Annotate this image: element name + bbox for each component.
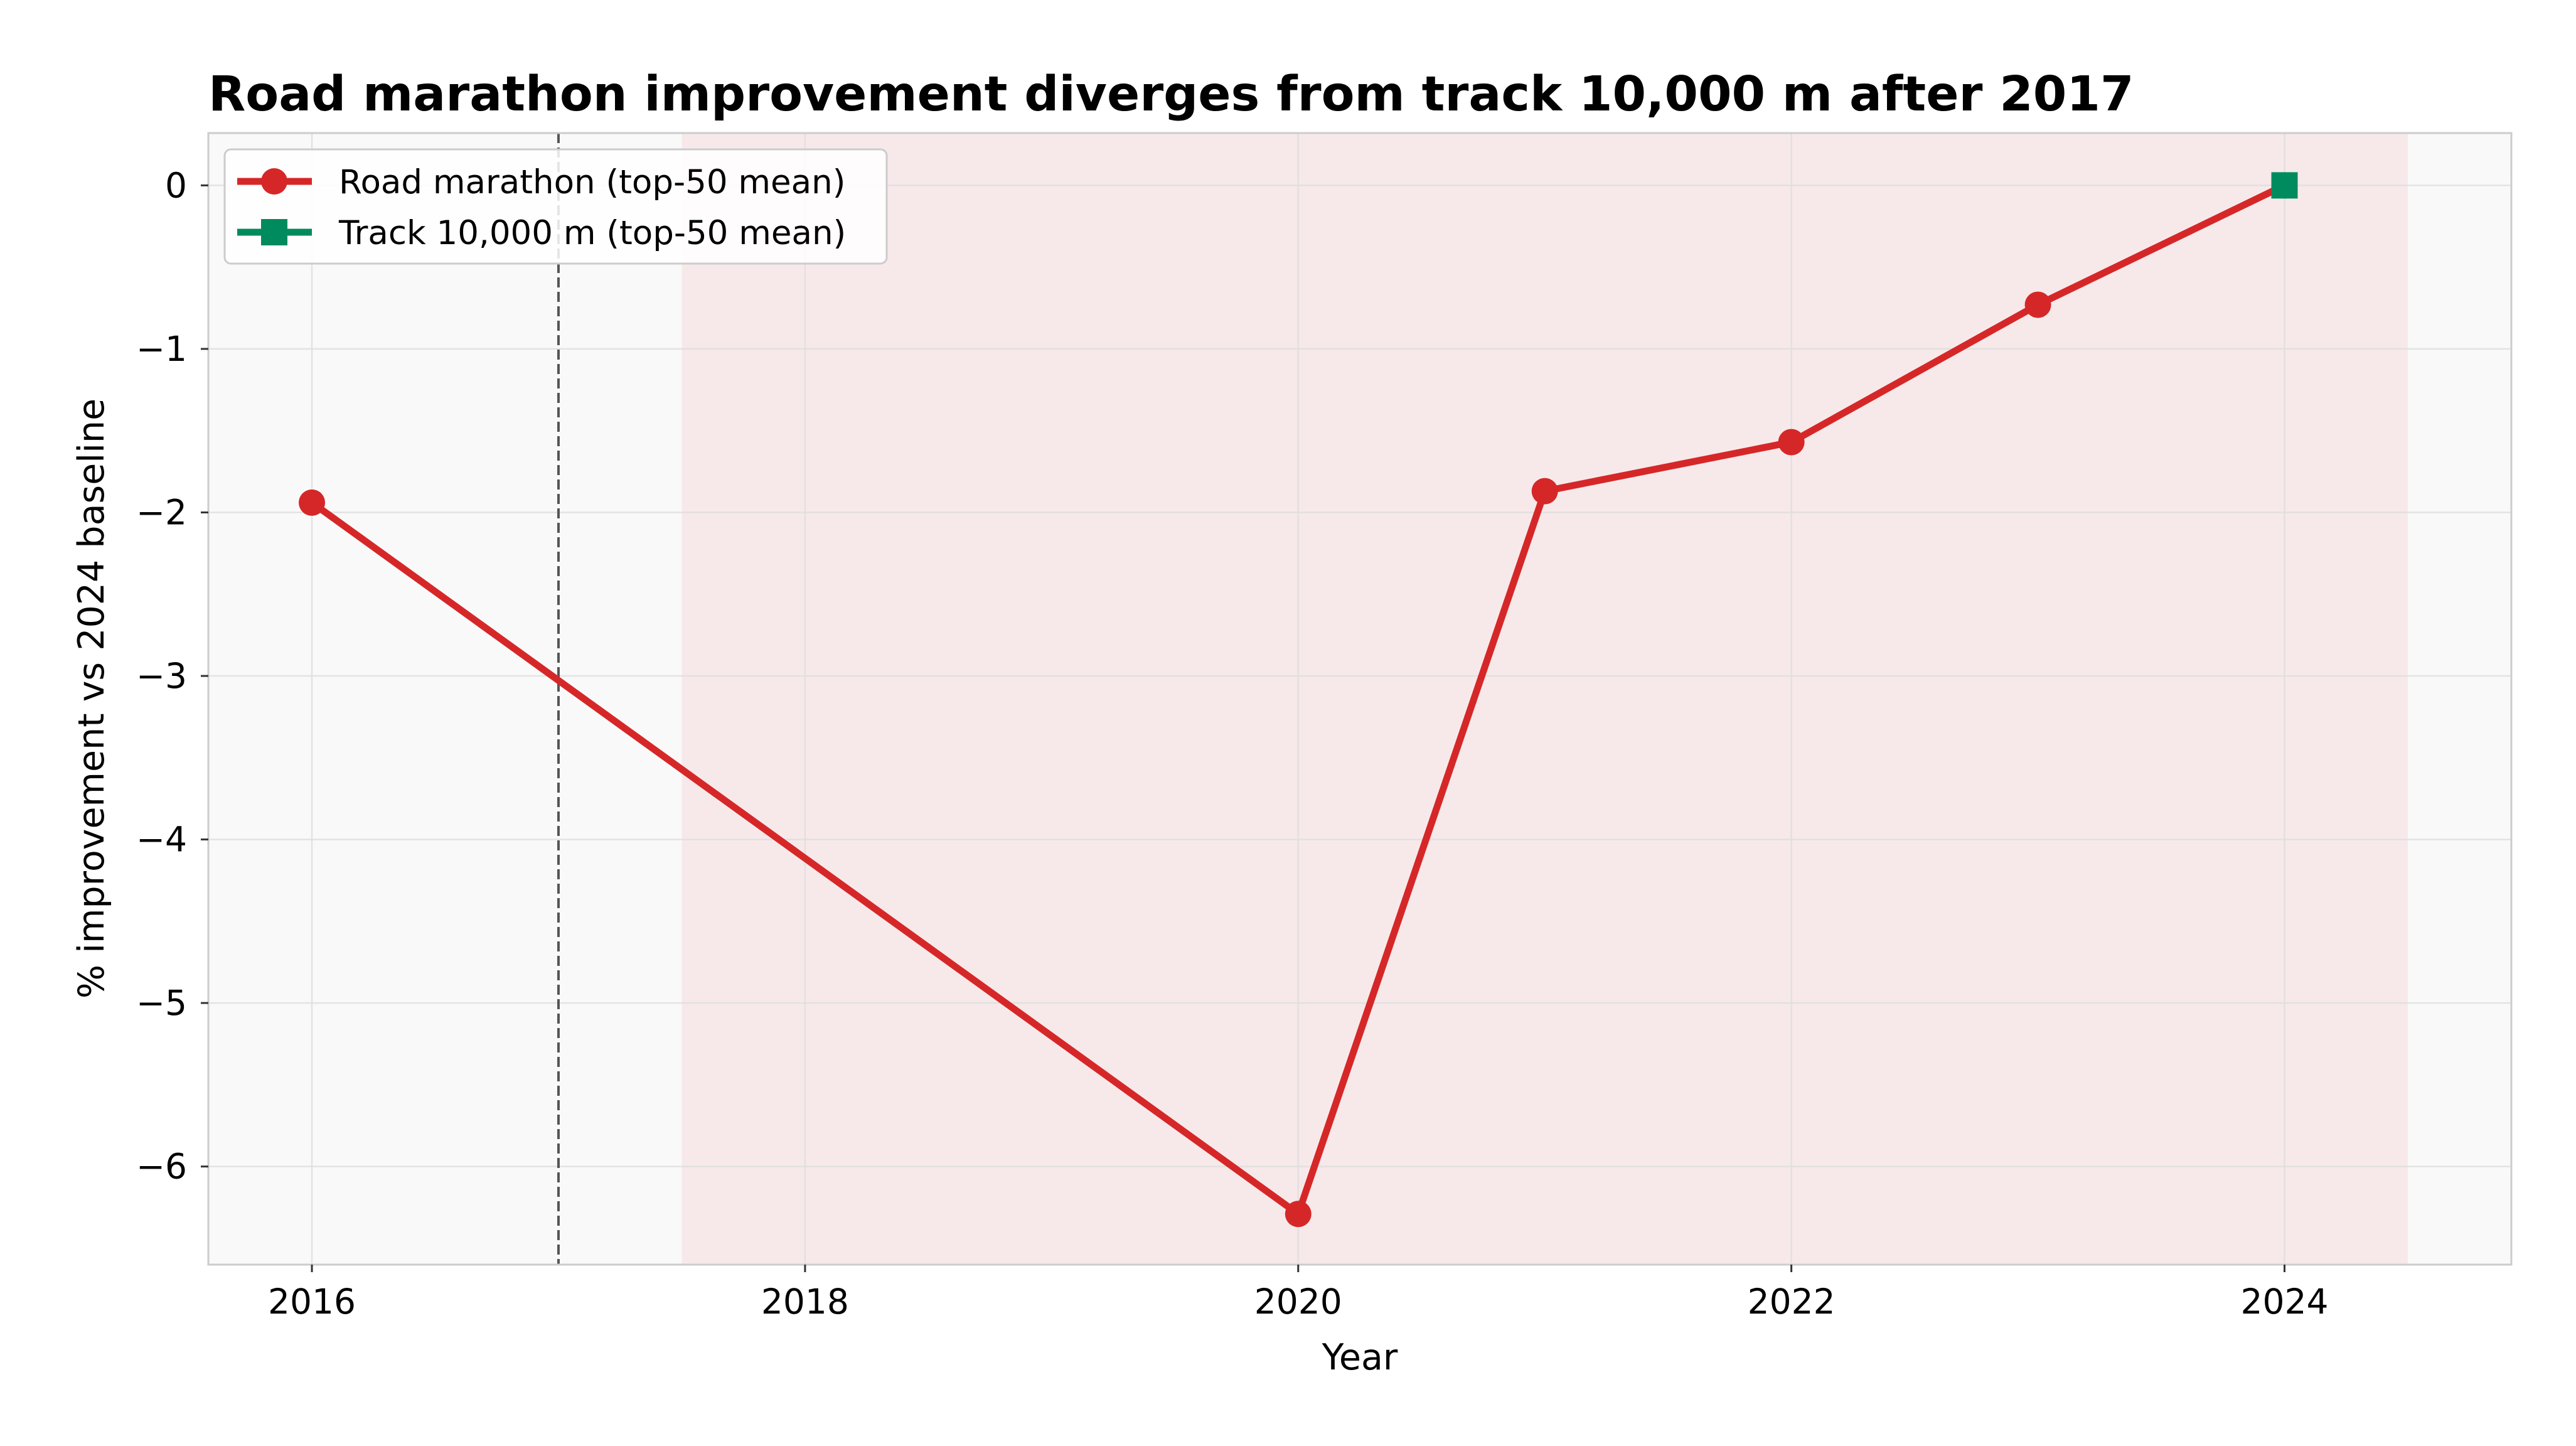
plot-frame: [207, 132, 2513, 1266]
series-line: [308, 181, 2289, 1218]
y-tick-label: −1: [136, 329, 187, 369]
data-point: [2271, 172, 2298, 199]
legend-entry: Road marathon (top-50 mean): [237, 163, 845, 201]
x-axis-label: Year: [1322, 1337, 1398, 1378]
legend-label: Track 10,000 m (top-50 mean): [338, 214, 846, 252]
y-tick-label: −5: [136, 983, 187, 1023]
y-axis-label: % improvement vs 2024 baseline: [71, 399, 112, 999]
legend-label: Road marathon (top-50 mean): [339, 163, 845, 201]
data-point: [1531, 478, 1558, 505]
chart-title: Road marathon improvement diverges from …: [208, 67, 2134, 122]
legend-entry: Track 10,000 m (top-50 mean): [237, 214, 846, 252]
legend-box: [223, 148, 888, 265]
data-point: [1285, 1201, 1312, 1228]
x-tick-label: 2018: [761, 1282, 849, 1322]
x-tick-label: 2024: [2241, 1282, 2329, 1322]
legend-marker: [261, 219, 287, 245]
y-tick-label: 0: [165, 165, 187, 205]
y-tick-label: −3: [136, 656, 187, 696]
y-tick-label: −4: [136, 820, 187, 860]
x-tick-label: 2020: [1254, 1282, 1342, 1322]
data-point: [1778, 429, 1805, 456]
series-1: [2271, 172, 2298, 199]
x-tick-label: 2022: [1748, 1282, 1836, 1322]
legend: Road marathon (top-50 mean) Track 10,000 …: [223, 148, 888, 265]
y-tick-label: −2: [136, 492, 187, 532]
data-point: [299, 489, 326, 516]
legend-marker: [261, 168, 287, 195]
data-point: [2024, 291, 2051, 318]
shaded-region: [681, 133, 2408, 1265]
y-tick-label: −6: [136, 1147, 187, 1187]
x-tick-label: 2016: [268, 1282, 356, 1322]
